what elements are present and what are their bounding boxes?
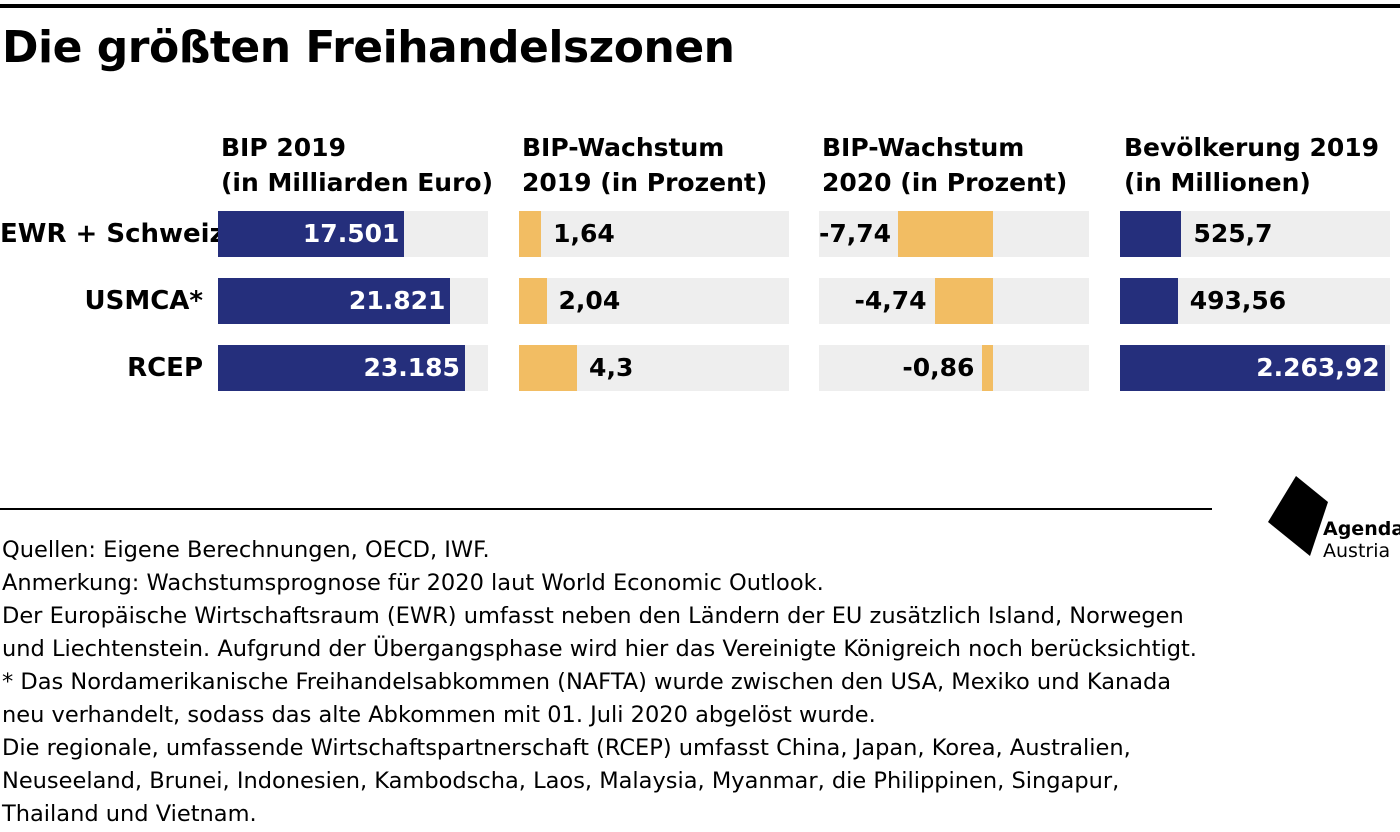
logo-line1: Agenda [1323, 518, 1400, 540]
bar-track: -4,74 [819, 278, 1089, 324]
bar-track: 525,7 [1120, 211, 1390, 257]
separator-line [0, 508, 1212, 510]
bar-track: 23.185 [218, 345, 488, 391]
data-label: 23.185 [363, 353, 460, 382]
column-header-line: (in Milliarden Euro) [221, 168, 494, 197]
data-label: 4,3 [589, 353, 634, 382]
column-header: BIP-Wachstum 2020 (in Prozent) [822, 130, 1067, 200]
bar [218, 278, 451, 324]
bar [1120, 345, 1385, 391]
data-label: 21.821 [348, 286, 446, 315]
column-header-line: (in Millionen) [1124, 168, 1311, 197]
note-line: neu verhandelt, sodass das alte Abkommen… [2, 702, 876, 728]
note-line: * Das Nordamerikanische Freihandelsabkom… [2, 669, 1172, 695]
bar [519, 345, 578, 391]
row-label: EWR + Schweiz [0, 219, 225, 249]
bar-track: 2.263,92 [1120, 345, 1390, 391]
logo-line2: Austria [1323, 540, 1391, 562]
data-label: -7,74 [819, 219, 892, 248]
column-header-line: BIP-Wachstum [522, 133, 725, 162]
bar-track: -0,86 [819, 345, 1089, 391]
column-header-line: 2020 (in Prozent) [822, 168, 1068, 197]
note-line: Die regionale, umfassende Wirtschaftspar… [2, 735, 1131, 761]
data-label: 1,64 [553, 219, 615, 248]
column-header-line: BIP 2019 [221, 133, 346, 162]
bar [1120, 211, 1182, 257]
bar-track: 17.501 [218, 211, 488, 257]
logo-text: Agenda Austria [1323, 518, 1400, 562]
note-line: Quellen: Eigene Berechnungen, OECD, IWF. [2, 537, 490, 563]
notes: Quellen: Eigene Berechnungen, OECD, IWF.… [2, 534, 1398, 831]
data-label: 17.501 [302, 219, 400, 248]
column-header: Bevölkerung 2019 (in Millionen) [1124, 130, 1379, 200]
top-rule [0, 4, 1400, 8]
row-label: RCEP [127, 353, 203, 383]
note-line: Thailand und Vietnam. [2, 801, 257, 827]
bar [897, 211, 993, 257]
column-header-line: BIP-Wachstum [822, 133, 1025, 162]
bar-track: 21.821 [218, 278, 488, 324]
bar [519, 278, 547, 324]
bar [1120, 278, 1178, 324]
data-label: 493,56 [1189, 286, 1287, 315]
column-header-line: 2019 (in Prozent) [522, 168, 768, 197]
bar-track: 2,04 [519, 278, 789, 324]
note-line: Anmerkung: Wachstumsprognose für 2020 la… [2, 570, 824, 596]
bar-track: 493,56 [1120, 278, 1390, 324]
page-title: Die größten Freihandelszonen [2, 22, 735, 73]
bar [982, 345, 993, 391]
note-line: und Liechtenstein. Aufgrund der Übergang… [2, 636, 1197, 662]
bar-track: 4,3 [519, 345, 789, 391]
bar [519, 211, 542, 257]
bar [218, 211, 405, 257]
agenda-austria-logo-icon [1268, 476, 1328, 556]
column-header: BIP-Wachstum 2019 (in Prozent) [522, 130, 767, 200]
bar [934, 278, 993, 324]
bar [218, 345, 465, 391]
note-line: Der Europäische Wirtschaftsraum (EWR) um… [2, 603, 1184, 629]
data-label: -4,74 [854, 286, 927, 315]
data-label: 2,04 [558, 286, 621, 315]
data-label: 2.263,92 [1256, 353, 1380, 382]
bar-track: 1,64 [519, 211, 789, 257]
note-line: Neuseeland, Brunei, Indonesien, Kambodsc… [2, 768, 1120, 794]
bar-track: -7,74 [819, 211, 1089, 257]
data-label: 525,7 [1193, 219, 1273, 248]
column-header: BIP 2019 (in Milliarden Euro) [221, 130, 493, 200]
row-label: USMCA* [84, 286, 203, 316]
column-header-line: Bevölkerung 2019 [1124, 133, 1380, 162]
data-label: -0,86 [902, 353, 975, 382]
